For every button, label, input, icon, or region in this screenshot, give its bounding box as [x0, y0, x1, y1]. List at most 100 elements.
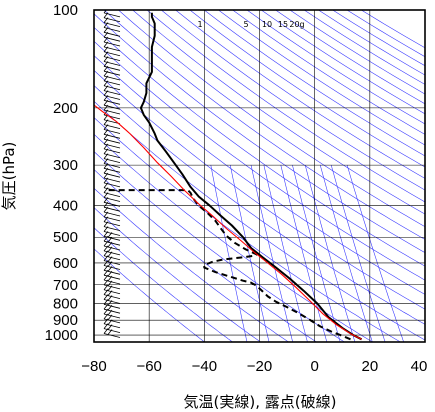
wind-barb: [103, 240, 121, 246]
plot-frame: [93, 9, 426, 343]
wind-barb: [103, 284, 121, 290]
wind-barb-flag: [103, 163, 109, 169]
wind-barb: [103, 294, 121, 299]
y-tick-label: 1000: [45, 327, 78, 344]
mixing-ratio-label: 10: [262, 20, 272, 29]
wind-barb: [103, 133, 121, 139]
x-tick-label: 0: [310, 358, 318, 375]
wind-barb: [103, 197, 121, 202]
wind-barb: [103, 192, 121, 197]
wind-barb-flag: [107, 270, 113, 277]
wind-barb-flag: [107, 304, 113, 311]
wind-barb-flag: [103, 70, 109, 77]
wind-barb-flag: [103, 192, 109, 198]
dry-adiabat-line: [275, 10, 425, 105]
dry-adiabat-line: [232, 10, 425, 135]
mixing-ratio-label: 5: [243, 20, 248, 29]
wind-barb-flag: [103, 129, 109, 135]
dry-adiabat-line: [289, 10, 425, 95]
wind-barb-flag: [107, 275, 113, 282]
wind-barb-flag: [107, 236, 113, 243]
x-axis-ticks: −80 −60 −40 −20 0 20 40: [81, 358, 427, 375]
wind-barb-flag: [103, 138, 109, 145]
wind-barb: [103, 313, 121, 319]
mixing-ratio-label: 20g: [289, 20, 304, 29]
mixing-ratio-labels: 1 5 10 15 20g: [197, 20, 304, 29]
wind-barb: [103, 51, 121, 57]
wind-barb-flag: [103, 274, 109, 281]
dry-adiabat-line: [94, 169, 317, 342]
wind-barb: [103, 17, 121, 23]
dry-adiabat-line: [218, 10, 425, 146]
y-tick-label: 700: [53, 277, 78, 294]
y-tick-label: 600: [53, 255, 78, 272]
mixing-ratio-line: [346, 165, 404, 342]
wind-barb-flag: [103, 240, 109, 247]
wind-barb-flag: [107, 246, 113, 253]
wind-barb: [103, 235, 121, 241]
wind-barb-flag: [103, 61, 109, 67]
wind-barb-flag: [103, 216, 109, 223]
wind-barb-flag: [103, 206, 109, 213]
wind-barb: [103, 250, 121, 256]
wind-barb-flag: [103, 104, 109, 111]
wind-barb: [103, 46, 121, 52]
wind-barb: [103, 143, 121, 149]
wind-barb: [103, 41, 121, 47]
wind-barb: [103, 269, 121, 275]
wind-barb: [103, 216, 121, 222]
wind-barb-flag: [103, 294, 109, 300]
wind-barb: [103, 104, 121, 110]
mixing-ratio-label: 15: [278, 20, 288, 29]
wind-barb-flag: [107, 314, 113, 321]
wind-barb-flag: [103, 182, 109, 189]
dry-adiabat-lines: [94, 10, 425, 342]
wind-barb: [103, 333, 121, 338]
dry-adiabat-line: [361, 10, 425, 49]
temperature-line: [139, 12, 363, 341]
y-axis-title: 気圧(hPa): [0, 142, 18, 211]
wind-barb: [103, 70, 121, 76]
wind-barb: [103, 226, 121, 231]
wind-barb-flag: [103, 109, 109, 116]
wind-barb: [103, 299, 121, 304]
wind-barb-flag: [107, 324, 113, 330]
dry-adiabat-line: [118, 10, 425, 228]
wind-barb: [103, 27, 121, 32]
y-tick-label: 100: [53, 2, 78, 19]
dry-adiabat-line: [94, 117, 401, 342]
dry-adiabat-line: [94, 40, 425, 281]
wind-barb: [103, 95, 121, 100]
x-tick-label: −80: [81, 358, 106, 375]
wind-barb-flag: [107, 256, 113, 262]
y-tick-label: 300: [53, 157, 78, 174]
wind-barb-flag: [103, 65, 109, 72]
wind-barb: [103, 231, 121, 236]
wind-barb: [103, 148, 121, 154]
wind-barb-flag: [107, 241, 113, 248]
wind-barb: [103, 12, 121, 18]
wind-barb: [103, 163, 121, 168]
y-tick-label: 400: [53, 198, 78, 215]
wind-barb-flag: [103, 148, 109, 154]
wind-barb-flag: [103, 284, 109, 291]
wind-barb-flag: [107, 309, 113, 316]
grid: [93, 9, 426, 342]
wind-barb-flag: [103, 313, 109, 320]
wind-barbs: [103, 10, 121, 338]
wind-barb-flag: [103, 299, 109, 305]
wind-barb: [103, 182, 121, 188]
wind-barb-flag: [103, 143, 109, 150]
dry-adiabat-line: [103, 10, 425, 240]
wind-barb: [103, 22, 121, 27]
y-tick-label: 800: [53, 296, 78, 313]
wind-barb-flag: [103, 226, 109, 232]
wind-barb: [103, 75, 121, 81]
wind-barb: [103, 31, 121, 37]
wind-barb-flag: [107, 295, 113, 301]
dry-adiabat-line: [146, 10, 425, 203]
wind-barb-flag: [103, 41, 109, 48]
dry-adiabat-line: [161, 10, 425, 191]
wind-barb-flag: [103, 235, 109, 242]
